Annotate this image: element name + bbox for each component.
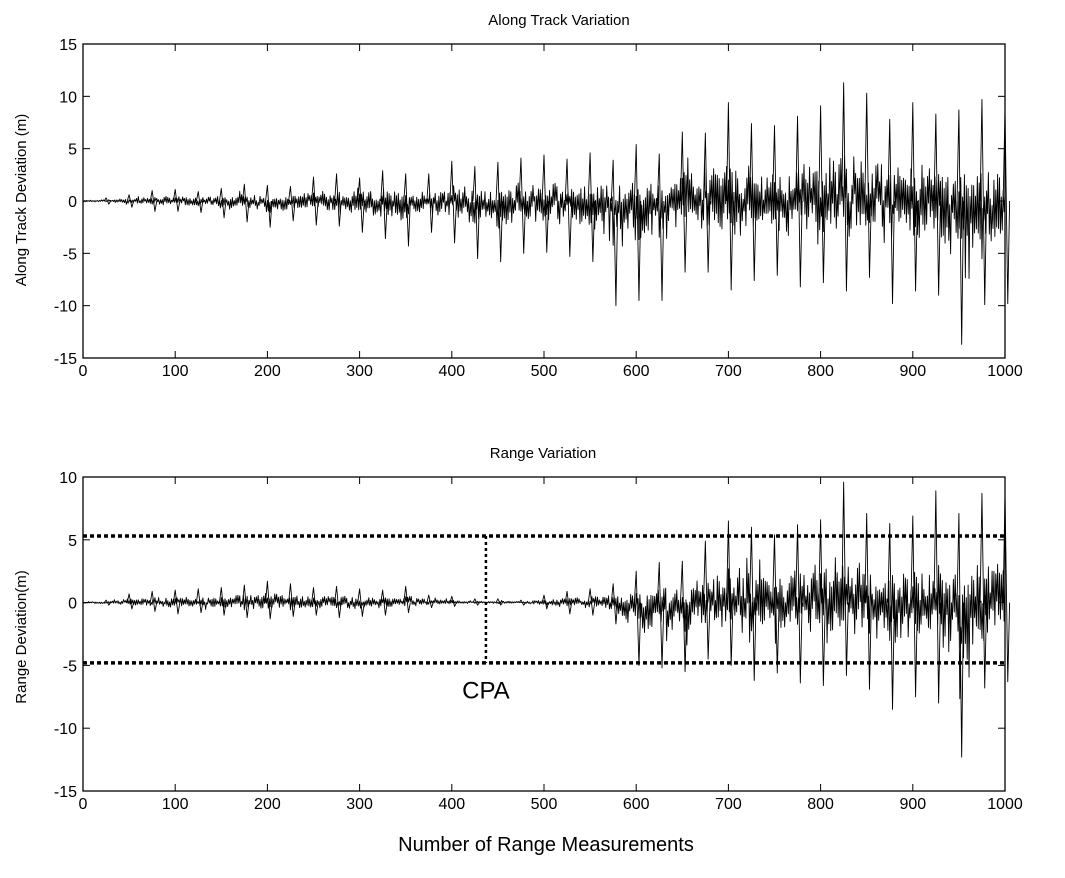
x-tick-label: 900 <box>899 363 926 380</box>
x-tick-label: 500 <box>531 796 558 813</box>
x-tick-label: 600 <box>623 363 650 380</box>
x-tick-label: 400 <box>438 363 465 380</box>
x-tick-label: 400 <box>438 796 465 813</box>
x-ticks-range: 0 100 200 300 400 500 600 700 800 900 1000 <box>79 477 1023 813</box>
plot-title-along-track: Along Track Variation <box>488 12 629 29</box>
series-line <box>82 82 1011 345</box>
y-tick-label: -15 <box>54 351 77 368</box>
y-tick-label: 15 <box>59 37 77 54</box>
x-tick-label: 700 <box>715 796 742 813</box>
x-tick-label: 500 <box>531 363 558 380</box>
y-tick-label: -10 <box>54 299 77 316</box>
y-tick-label: -5 <box>63 246 77 263</box>
x-axis-label: Number of Range Measurements <box>398 834 694 856</box>
x-tick-label: 0 <box>79 363 88 380</box>
x-tick-label: 200 <box>254 363 281 380</box>
series-along-track <box>82 82 1011 345</box>
y-tick-label: 10 <box>59 470 77 487</box>
along-track-plot: Along Track Variation Along Track Deviat… <box>13 12 1023 380</box>
y-tick-label: -10 <box>54 721 77 738</box>
annotation-label: CPA <box>462 678 510 705</box>
y-tick-label: 0 <box>68 194 77 211</box>
x-tick-label: 1000 <box>987 796 1023 813</box>
y-tick-label: 0 <box>68 596 77 613</box>
plot-title-range: Range Variation <box>490 445 596 462</box>
x-tick-label: 100 <box>162 363 189 380</box>
x-tick-label: 900 <box>899 796 926 813</box>
y-axis-label-along-track: Along Track Deviation (m) <box>13 114 30 287</box>
x-tick-label: 100 <box>162 796 189 813</box>
x-tick-label: 600 <box>623 796 650 813</box>
y-ticks-range: 10 5 0 -5 -10 -15 <box>54 470 1005 801</box>
x-tick-label: 700 <box>715 363 742 380</box>
x-tick-label: 800 <box>807 363 834 380</box>
x-tick-label: 300 <box>346 796 373 813</box>
y-tick-label: 10 <box>59 89 77 106</box>
x-tick-label: 200 <box>254 796 281 813</box>
y-tick-label: -5 <box>63 658 77 675</box>
x-tick-label: 0 <box>79 796 88 813</box>
y-axis-label-range: Range Deviation(m) <box>13 570 30 703</box>
range-plot: Range Variation Range Deviation(m) 1050-… <box>13 445 1023 813</box>
series-range: CPA <box>82 481 1011 758</box>
x-tick-label: 300 <box>346 363 373 380</box>
x-tick-label: 1000 <box>987 363 1023 380</box>
y-tick-label: 5 <box>68 142 77 159</box>
y-tick-label: -15 <box>54 784 77 801</box>
x-ticks-along-track: 0 100 200 300 400 500 600 700 800 900 1000 <box>79 44 1023 380</box>
series-line <box>82 481 1011 758</box>
x-tick-label: 800 <box>807 796 834 813</box>
y-tick-label: 5 <box>68 533 77 550</box>
